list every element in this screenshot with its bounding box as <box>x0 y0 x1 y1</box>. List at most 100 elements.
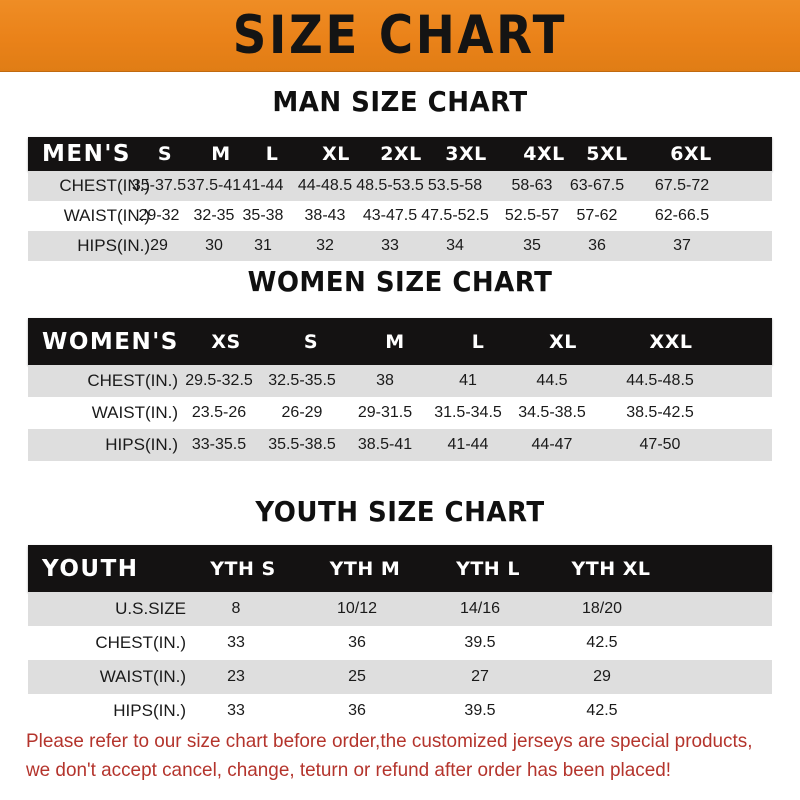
table-row: CHEST(IN.) 33 36 39.5 42.5 <box>28 626 772 660</box>
table-cell: 27 <box>471 668 489 685</box>
youth-size-chart-table: YOUTH YTH S YTH M YTH L YTH XL U.S.SIZE 8 10/12… <box>28 545 772 728</box>
row-label: WAIST(IN.) <box>91 403 178 422</box>
table-cell: 38-43 <box>304 207 346 224</box>
row-label: CHEST(IN.) <box>87 371 178 390</box>
table-cell: 37 <box>673 237 691 254</box>
column-header-size: S <box>303 330 319 353</box>
table-cell: 35 <box>523 237 541 254</box>
table-cell: 37.5-41 <box>186 177 242 194</box>
column-header-size: XL <box>322 143 350 165</box>
column-header-size: YTH XL <box>571 557 651 580</box>
table-row: WAIST(IN.) 23.5-26 26-29 29-31.5 31.5-34.5 34… <box>28 397 772 429</box>
table-cell: 34 <box>446 237 464 254</box>
table-cell: 36 <box>348 634 366 651</box>
table-cell: 42.5 <box>586 702 618 719</box>
table-cell: 38.5-42.5 <box>626 404 694 421</box>
column-header-size: M <box>385 330 405 353</box>
table-cell: 38.5-41 <box>357 436 413 453</box>
row-label: HIPS(IN.) <box>77 236 150 255</box>
table-header-label: MEN'S <box>42 141 131 167</box>
header-banner: SIZE CHART <box>0 0 800 72</box>
table-cell: 25 <box>348 668 366 685</box>
table-cell: 57-62 <box>576 207 618 224</box>
table-cell: 29-32 <box>138 207 180 224</box>
table-cell: 31 <box>254 237 272 254</box>
table-cell: 53.5-58 <box>427 177 483 194</box>
column-header-size: S <box>157 143 173 165</box>
table-row: WAIST(IN.) 23 25 27 29 <box>28 660 772 694</box>
table-cell: 30 <box>205 237 223 254</box>
column-header-size: XXL <box>649 330 693 353</box>
table-cell: 33-35.5 <box>191 436 247 453</box>
table-cell: 35-38 <box>242 207 284 224</box>
table-cell: 52.5-57 <box>504 207 560 224</box>
table-row: HIPS(IN.) 29 30 31 32 33 34 35 36 37 <box>28 231 772 261</box>
table-cell: 44.5-48.5 <box>626 372 694 389</box>
table-cell: 39.5 <box>464 634 496 651</box>
table-cell: 32 <box>316 237 334 254</box>
table-cell: 43-47.5 <box>362 207 418 224</box>
table-cell: 41-44 <box>447 436 489 453</box>
row-label: HIPS(IN.) <box>105 435 178 454</box>
table-row: HIPS(IN.) 33-35.5 35.5-38.5 38.5-41 41-44 44-… <box>28 429 772 461</box>
column-header-size: 2XL <box>380 143 422 165</box>
table-cell: 36 <box>348 702 366 719</box>
column-header-size: L <box>265 143 279 165</box>
table-cell: 31.5-34.5 <box>434 404 502 421</box>
table-cell: 33 <box>381 237 399 254</box>
table-cell: 58-63 <box>511 177 553 194</box>
order-policy-line-2: we don't accept cancel, change, teturn o… <box>26 759 672 781</box>
table-cell: 41 <box>459 372 477 389</box>
table-cell: 29 <box>593 668 611 685</box>
table-cell: 18/20 <box>581 600 623 617</box>
table-cell: 67.5-72 <box>654 177 710 194</box>
table-cell: 35-37.5 <box>131 177 187 194</box>
table-cell: 23 <box>227 668 245 685</box>
table-cell: 10/12 <box>336 600 378 617</box>
table-cell: 32-35 <box>193 207 235 224</box>
table-cell: 14/16 <box>459 600 501 617</box>
column-header-size: L <box>471 330 485 353</box>
table-cell: 29.5-32.5 <box>185 372 253 389</box>
table-cell: 34.5-38.5 <box>518 404 586 421</box>
table-row: U.S.SIZE 8 10/12 14/16 18/20 <box>28 592 772 626</box>
section-title-youth: YOUTH SIZE CHART <box>255 495 545 528</box>
table-cell: 26-29 <box>281 404 323 421</box>
row-label: U.S.SIZE <box>115 599 186 618</box>
table-cell: 62-66.5 <box>654 207 710 224</box>
column-header-size: XS <box>211 330 241 353</box>
table-row: WAIST(IN.) 29-32 32-35 35-38 38-43 43-47.5 47.… <box>28 201 772 231</box>
table-header-row: YOUTH YTH S YTH M YTH L YTH XL <box>28 545 772 592</box>
table-cell: 29-31.5 <box>357 404 413 421</box>
column-header-size: YTH L <box>456 557 520 580</box>
section-title-men: MAN SIZE CHART <box>272 85 528 118</box>
table-cell: 44-48.5 <box>297 177 353 194</box>
table-cell: 33 <box>227 702 245 719</box>
table-row: HIPS(IN.) 33 36 39.5 42.5 <box>28 694 772 728</box>
row-label: CHEST(IN.) <box>95 633 186 652</box>
table-cell: 48.5-53.5 <box>356 177 424 194</box>
column-header-size: 4XL <box>523 143 565 165</box>
table-cell: 44.5 <box>536 372 568 389</box>
row-label: CHEST(IN.) <box>59 176 150 195</box>
column-header-size: YTH S <box>210 557 276 580</box>
table-cell: 42.5 <box>586 634 618 651</box>
table-cell: 39.5 <box>464 702 496 719</box>
table-row: CHEST(IN.) 35-37.5 37.5-41 41-44 44-48.5 48.5… <box>28 171 772 201</box>
table-row: CHEST(IN.) 29.5-32.5 32.5-35.5 38 41 44.5 44.5… <box>28 365 772 397</box>
table-cell: 29 <box>150 237 168 254</box>
table-header-label: WOMEN'S <box>42 328 179 355</box>
section-title-women: WOMEN SIZE CHART <box>247 265 553 298</box>
row-label: HIPS(IN.) <box>113 701 186 720</box>
column-header-size: 5XL <box>586 143 628 165</box>
table-header-row: WOMEN'S XS S M L XL XXL <box>28 318 772 365</box>
table-cell: 47-50 <box>639 436 681 453</box>
table-cell: 23.5-26 <box>191 404 247 421</box>
table-cell: 41-44 <box>242 177 284 194</box>
order-policy-note: Please refer to our size chart before or… <box>26 727 759 785</box>
table-cell: 47.5-52.5 <box>421 207 489 224</box>
table-header-label: YOUTH <box>42 555 139 582</box>
men-size-chart-table: MEN'S S M L XL 2XL 3XL 4XL 5XL 6XL CHEST(IN.) 35-37… <box>28 137 772 261</box>
table-cell: 33 <box>227 634 245 651</box>
table-cell: 38 <box>376 372 394 389</box>
